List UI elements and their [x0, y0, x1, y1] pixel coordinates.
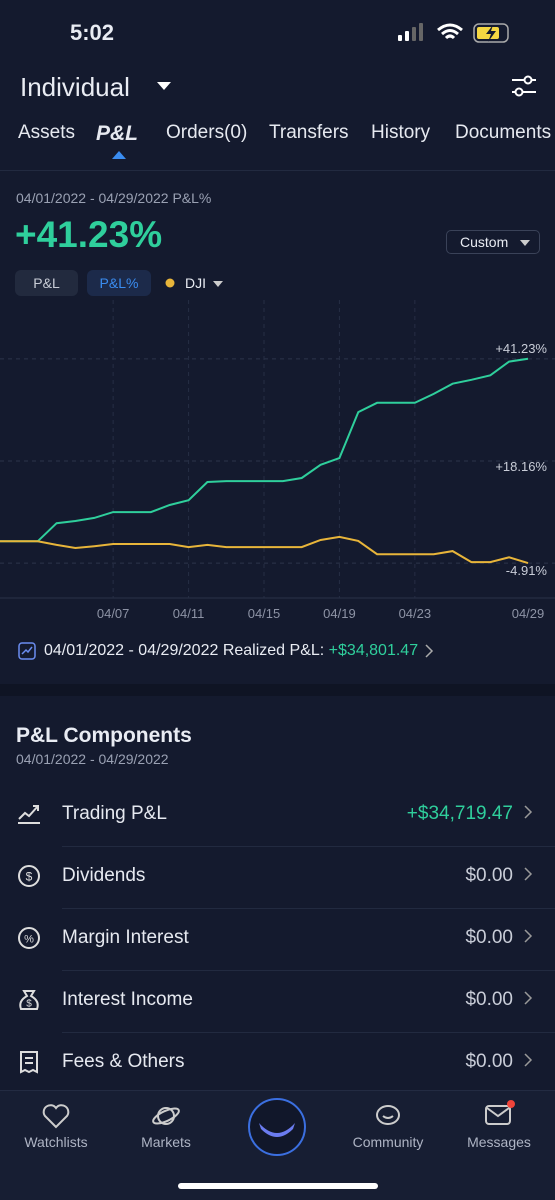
- row-label: Margin Interest: [62, 927, 189, 948]
- x-tick-label: 04/07: [97, 606, 130, 621]
- row-value: $0.00: [465, 1051, 513, 1072]
- realized-label: 04/01/2022 - 04/29/2022 Realized P&L:: [44, 642, 325, 659]
- row-value: +$34,719.47: [406, 803, 513, 824]
- series-line: [0, 357, 529, 543]
- nav-icon[interactable]: [42, 1103, 70, 1129]
- status-time: 5:02: [70, 20, 115, 45]
- range-arrow: [520, 240, 530, 246]
- chevron: [425, 644, 434, 658]
- home-indicator: [178, 1183, 378, 1189]
- x-tick-label: 04/11: [173, 606, 205, 621]
- row-label: Dividends: [62, 865, 146, 886]
- benchmark-arrow[interactable]: [213, 280, 223, 288]
- svg-text:%: %: [24, 934, 34, 946]
- tab[interactable]: Orders(0): [166, 122, 248, 143]
- account-name[interactable]: Individual: [20, 72, 130, 102]
- nav-label[interactable]: Messages: [467, 1134, 531, 1150]
- section-period: 04/01/2022 - 04/29/2022: [16, 751, 169, 767]
- component-row[interactable]: Fees & Others $0.00: [0, 1033, 555, 1095]
- row-divider: [62, 846, 555, 847]
- section-gap: [0, 684, 555, 696]
- svg-text:$: $: [26, 999, 32, 1010]
- row-value: $0.00: [465, 989, 513, 1010]
- row-divider: [62, 908, 555, 909]
- x-tick-label: 04/19: [323, 606, 356, 621]
- y-tick-label: -4.91%: [506, 563, 548, 578]
- account-dropdown[interactable]: [156, 80, 172, 92]
- row-icon: [18, 805, 40, 824]
- realized-icon: [18, 642, 36, 660]
- center-button[interactable]: [247, 1097, 307, 1157]
- tab[interactable]: Documents: [455, 122, 552, 143]
- toggle-pl-percent[interactable]: P&L%: [87, 270, 151, 296]
- row-divider: [62, 970, 555, 971]
- toggle-pl[interactable]: P&L: [15, 270, 78, 296]
- realized-value: +$34,801.47: [328, 642, 419, 659]
- chevron: [524, 805, 533, 819]
- row-icon: $: [19, 990, 39, 1010]
- svg-text:$: $: [26, 870, 33, 884]
- x-tick-label: 04/15: [248, 606, 281, 621]
- chevron: [524, 1053, 533, 1067]
- tab-indicator: [112, 151, 126, 159]
- chart: -4.91% +18.16% +41.23% 04/07 04/11 04/15 04/19…: [0, 300, 555, 621]
- nav-label[interactable]: Community: [352, 1134, 424, 1150]
- nav-icon[interactable]: [374, 1103, 402, 1129]
- pl-percent: +41.23%: [15, 214, 163, 255]
- tab[interactable]: Assets: [18, 122, 76, 143]
- tab[interactable]: Transfers: [269, 122, 349, 143]
- range-button[interactable]: Custom: [446, 230, 540, 254]
- row-value: $0.00: [465, 865, 513, 886]
- range-label: Custom: [460, 234, 509, 250]
- row-value: $0.00: [465, 927, 513, 948]
- y-tick-label: +18.16%: [495, 459, 547, 474]
- row-label: Fees & Others: [62, 1051, 185, 1072]
- component-row[interactable]: % Margin Interest $0.00: [0, 909, 555, 971]
- row-label: Trading P&L: [62, 803, 167, 824]
- divider: [0, 170, 555, 171]
- section-title: P&L Components: [16, 724, 192, 747]
- tab-active[interactable]: P&L: [96, 122, 138, 145]
- chevron: [524, 929, 533, 943]
- component-row[interactable]: Trading P&L +$34,719.47: [0, 785, 555, 847]
- series-line: [0, 535, 529, 565]
- settings-icon[interactable]: [510, 74, 538, 98]
- x-tick-label: 04/29: [512, 606, 545, 621]
- benchmark-label[interactable]: DJI: [185, 275, 206, 291]
- row-icon: %: [18, 927, 40, 949]
- realized-row[interactable]: 04/01/2022 - 04/29/2022 Realized P&L: +$…: [44, 642, 418, 660]
- chevron: [524, 991, 533, 1005]
- row-divider: [62, 1032, 555, 1033]
- period-label: 04/01/2022 - 04/29/2022 P&L%: [16, 190, 212, 206]
- component-row[interactable]: $ Dividends $0.00: [0, 847, 555, 909]
- benchmark-dot: [165, 278, 175, 288]
- row-icon: $: [18, 865, 40, 887]
- row-icon: [20, 1051, 38, 1074]
- nav-label[interactable]: Markets: [141, 1134, 191, 1150]
- y-tick-label: +41.23%: [495, 341, 547, 356]
- nav-icon[interactable]: [484, 1100, 516, 1128]
- status-icons: [398, 23, 509, 43]
- nav-icon[interactable]: [151, 1102, 181, 1130]
- nav-label[interactable]: Watchlists: [24, 1134, 88, 1150]
- component-row[interactable]: $ Interest Income $0.00: [0, 971, 555, 1033]
- tab[interactable]: History: [371, 122, 431, 143]
- chevron: [524, 867, 533, 881]
- x-tick-label: 04/23: [399, 606, 432, 621]
- row-label: Interest Income: [62, 989, 193, 1010]
